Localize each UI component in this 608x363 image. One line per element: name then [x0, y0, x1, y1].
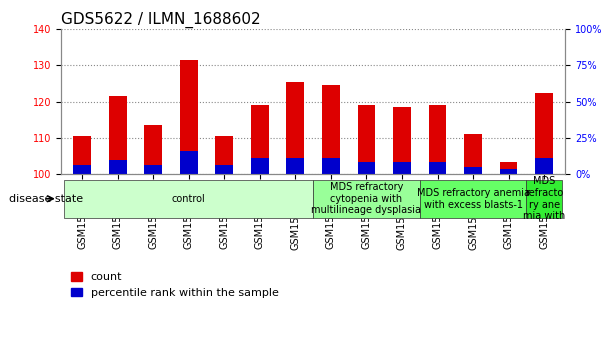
- Legend: count, percentile rank within the sample: count, percentile rank within the sample: [66, 268, 283, 302]
- Bar: [215, 136, 233, 174]
- Bar: [73, 165, 91, 174]
- Bar: [429, 105, 446, 174]
- Text: MDS refractory anemia
with excess blasts-1: MDS refractory anemia with excess blasts…: [416, 188, 530, 209]
- Bar: [464, 167, 482, 174]
- Bar: [429, 162, 446, 174]
- Bar: [535, 158, 553, 174]
- Text: MDS refractory
cytopenia with
multilineage dysplasia: MDS refractory cytopenia with multilinea…: [311, 182, 421, 215]
- Bar: [251, 158, 269, 174]
- Bar: [144, 165, 162, 174]
- Bar: [464, 134, 482, 174]
- Bar: [535, 93, 553, 174]
- Bar: [109, 96, 126, 174]
- Bar: [500, 169, 517, 174]
- Bar: [180, 60, 198, 174]
- Text: GDS5622 / ILMN_1688602: GDS5622 / ILMN_1688602: [61, 12, 260, 28]
- Bar: [286, 82, 304, 174]
- Bar: [393, 162, 411, 174]
- Bar: [251, 105, 269, 174]
- Bar: [322, 158, 340, 174]
- Bar: [180, 151, 198, 174]
- Bar: [358, 105, 375, 174]
- Bar: [215, 165, 233, 174]
- Bar: [393, 107, 411, 174]
- Text: disease state: disease state: [9, 194, 83, 204]
- Text: MDS
refracto
ry ane
mia with: MDS refracto ry ane mia with: [523, 176, 565, 221]
- Bar: [286, 158, 304, 174]
- Bar: [500, 162, 517, 174]
- Bar: [73, 136, 91, 174]
- Bar: [109, 160, 126, 174]
- Bar: [322, 85, 340, 174]
- Bar: [358, 162, 375, 174]
- Text: control: control: [172, 194, 206, 204]
- Bar: [144, 125, 162, 174]
